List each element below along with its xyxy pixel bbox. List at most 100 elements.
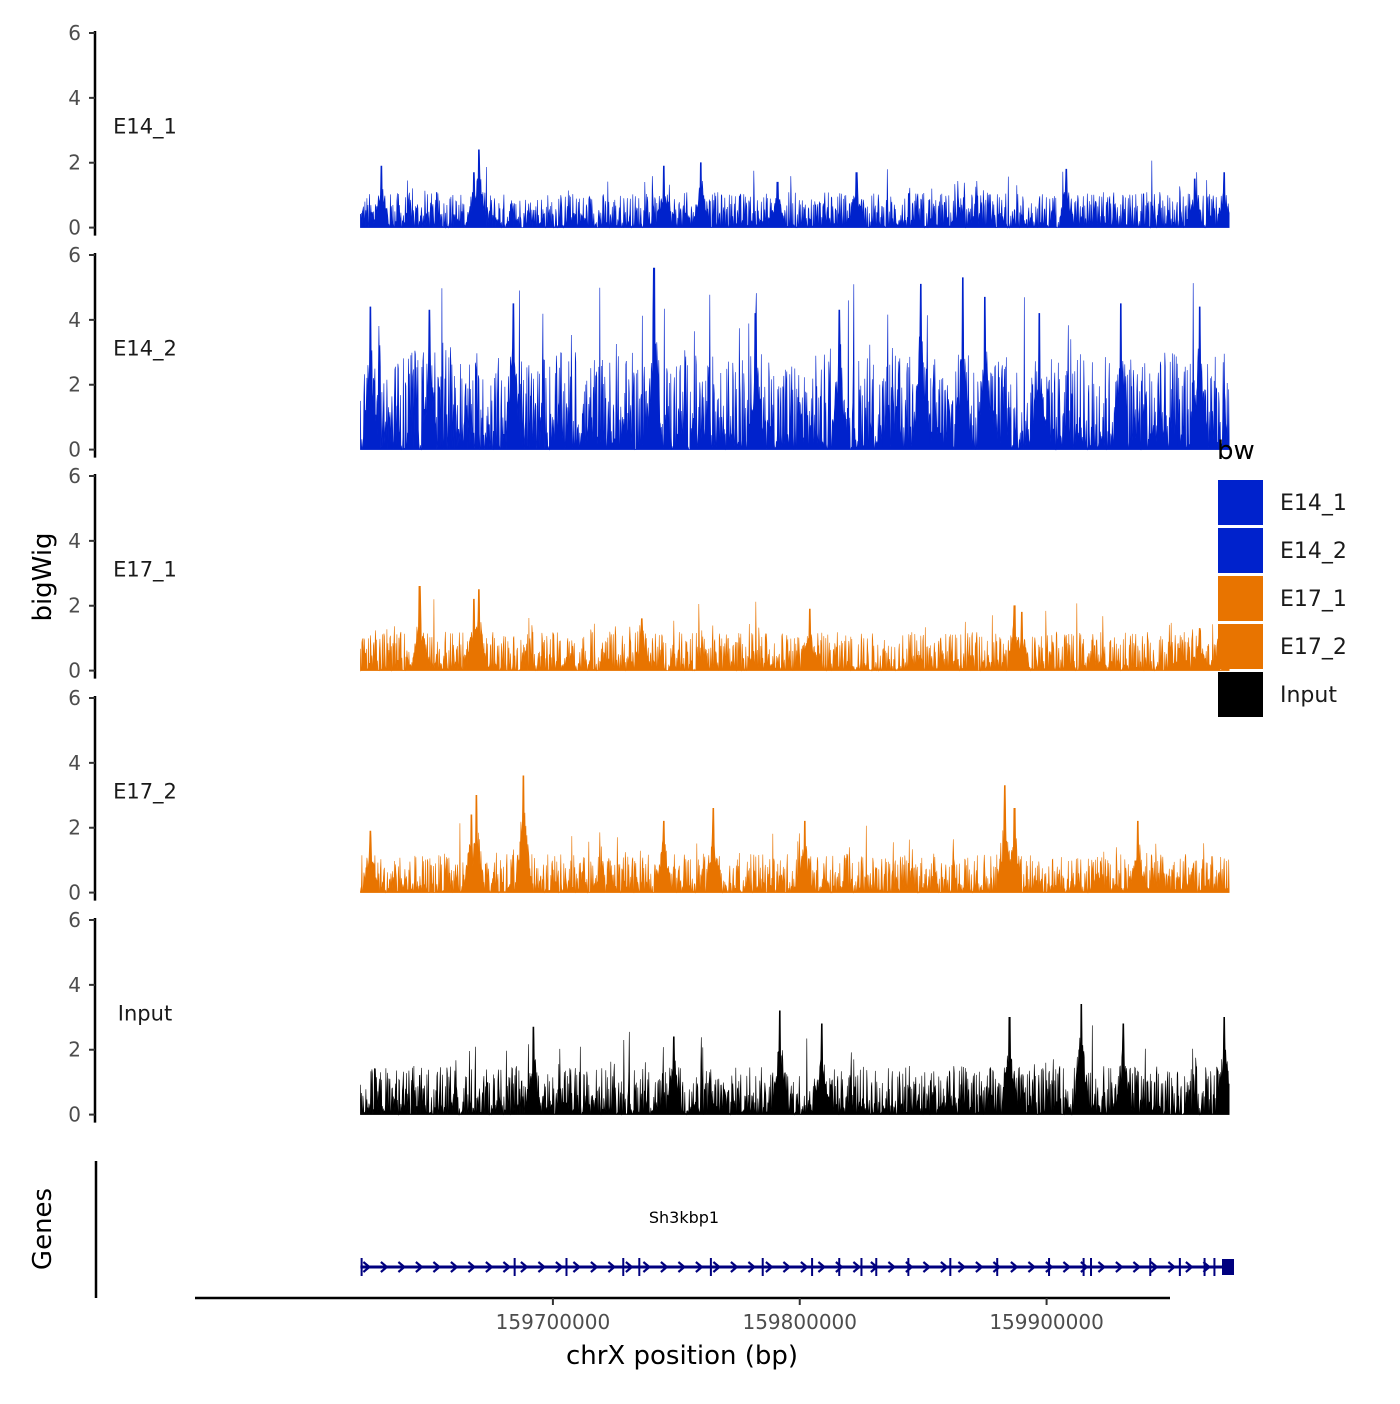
strand-arrow xyxy=(712,1261,722,1273)
gene-exon xyxy=(1082,1258,1085,1276)
strand-arrow xyxy=(747,1261,757,1273)
track-panel-e14-1: 0 2 4 6 E14_1 xyxy=(68,21,1230,240)
strand-arrow xyxy=(922,1261,932,1273)
gene-exon xyxy=(1213,1258,1216,1276)
strand-arrow xyxy=(660,1261,669,1273)
coverage-area-input xyxy=(360,1004,1230,1116)
strand-arrow xyxy=(695,1261,704,1273)
track-label-e17-1: E17_1 xyxy=(113,558,177,583)
strand-arrow xyxy=(800,1261,809,1273)
x-tick-label-159900000: 159900000 xyxy=(989,1310,1104,1334)
legend-swatch-e17-2 xyxy=(1218,624,1263,669)
y-tick-label-e17-2-0: 0 xyxy=(68,881,81,905)
legend-title: bw xyxy=(1217,436,1255,466)
legend-label-e14-2: E14_2 xyxy=(1280,539,1347,564)
strand-arrow xyxy=(975,1261,984,1273)
gene-exon xyxy=(513,1258,516,1276)
strand-arrow xyxy=(432,1261,442,1273)
gene-exon xyxy=(860,1258,863,1276)
legend-label-e17-1: E17_1 xyxy=(1280,587,1347,612)
strand-arrow xyxy=(1150,1261,1159,1273)
y-tick-label-input-0: 0 xyxy=(68,1103,81,1127)
gene-exon xyxy=(996,1258,999,1276)
strand-arrow xyxy=(940,1261,949,1273)
x-axis: 159700000 159800000 159900000 chrX positio… xyxy=(195,1296,1170,1371)
y-tick-label-e14-1-0: 0 xyxy=(68,216,81,240)
y-tick-label-e14-1-6: 6 xyxy=(68,21,81,45)
y-tick-label-e17-2-2: 2 xyxy=(68,816,81,840)
gene-exon xyxy=(360,1258,363,1276)
strand-arrow xyxy=(782,1261,792,1273)
strand-arrow xyxy=(1132,1261,1142,1273)
y-tick-label-e14-2-4: 4 xyxy=(68,308,81,332)
track-label-e14-2: E14_2 xyxy=(113,337,177,362)
gene-exon xyxy=(638,1258,641,1276)
y-tick-label-e17-1-0: 0 xyxy=(68,659,81,683)
legend-label-e17-2: E17_2 xyxy=(1280,635,1347,660)
gene-exon xyxy=(709,1258,712,1276)
strand-arrow xyxy=(397,1261,407,1273)
gene-exon xyxy=(1149,1258,1152,1276)
strand-arrow xyxy=(450,1261,459,1273)
strand-arrow xyxy=(555,1261,564,1273)
y-tick-label-e14-2-2: 2 xyxy=(68,373,81,397)
gene-exon xyxy=(1178,1258,1181,1276)
strand-arrow xyxy=(642,1261,652,1273)
gene-exon xyxy=(811,1258,814,1276)
coverage-panels: 0 2 4 6 E14_1 0 2 4 6 E14_2 0 2 4 6 E17_1 0 2 4 6 E17_2 0 2 4 6… xyxy=(68,21,1230,1127)
strand-arrow xyxy=(887,1261,897,1273)
legend-swatch-input xyxy=(1218,672,1263,717)
track-panel-e17-2: 0 2 4 6 E17_2 xyxy=(68,686,1230,905)
coverage-area-e17-1 xyxy=(360,586,1230,672)
track-label-e14-1: E14_1 xyxy=(113,115,177,140)
y-tick-label-e14-1-2: 2 xyxy=(68,151,81,175)
y-tick-label-e14-2-0: 0 xyxy=(68,438,81,462)
strand-arrow xyxy=(502,1261,512,1273)
strand-arrow xyxy=(485,1261,494,1273)
y-tick-label-e14-2-6: 6 xyxy=(68,243,81,267)
gene-exon xyxy=(949,1258,952,1276)
x-axis-title: chrX position (bp) xyxy=(566,1341,798,1371)
strand-arrow xyxy=(380,1261,389,1273)
y-tick-label-e17-1-4: 4 xyxy=(68,529,81,553)
legend-entries: E14_1 E14_2 E17_1 E17_2 Input xyxy=(1218,480,1347,717)
strand-arrow xyxy=(1045,1261,1054,1273)
y-tick-label-e17-1-6: 6 xyxy=(68,464,81,488)
strand-arrow xyxy=(1097,1261,1107,1273)
strand-arrow xyxy=(625,1261,634,1273)
legend-swatch-e14-1 xyxy=(1218,480,1263,525)
strand-arrow xyxy=(992,1261,1002,1273)
strand-arrow xyxy=(520,1261,529,1273)
gene-exon xyxy=(1048,1258,1051,1276)
y-tick-label-e17-2-6: 6 xyxy=(68,686,81,710)
gene-exon xyxy=(761,1258,764,1276)
legend-label-e14-1: E14_1 xyxy=(1280,491,1347,516)
track-panel-e14-2: 0 2 4 6 E14_2 xyxy=(68,243,1230,462)
coverage-area-e14-1 xyxy=(360,149,1230,229)
strand-arrow xyxy=(537,1261,547,1273)
legend: bw E14_1 E14_2 E17_1 E17_2 Input xyxy=(1217,436,1347,717)
y-axis-title: bigWig xyxy=(28,532,58,621)
y-tick-label-e17-2-4: 4 xyxy=(68,751,81,775)
legend-label-input: Input xyxy=(1280,683,1337,708)
strand-arrow xyxy=(1185,1261,1194,1273)
strand-arrow xyxy=(1027,1261,1037,1273)
strand-arrow xyxy=(835,1261,844,1273)
legend-swatch-e17-1 xyxy=(1218,576,1263,621)
strand-arrow xyxy=(730,1261,739,1273)
track-label-input: Input xyxy=(118,1002,172,1026)
strand-arrow xyxy=(607,1261,617,1273)
y-tick-label-input-4: 4 xyxy=(68,973,81,997)
gene-exon xyxy=(1222,1259,1235,1275)
track-label-e17-2: E17_2 xyxy=(113,780,177,805)
strand-arrow xyxy=(415,1261,424,1273)
y-tick-label-e17-1-2: 2 xyxy=(68,594,81,618)
gene-model xyxy=(360,1258,1235,1276)
gene-exon xyxy=(622,1258,625,1276)
strand-arrow xyxy=(467,1261,477,1273)
coverage-area-e14-2 xyxy=(360,267,1230,451)
strand-arrow xyxy=(677,1261,687,1273)
coverage-area-e17-2 xyxy=(360,775,1230,894)
